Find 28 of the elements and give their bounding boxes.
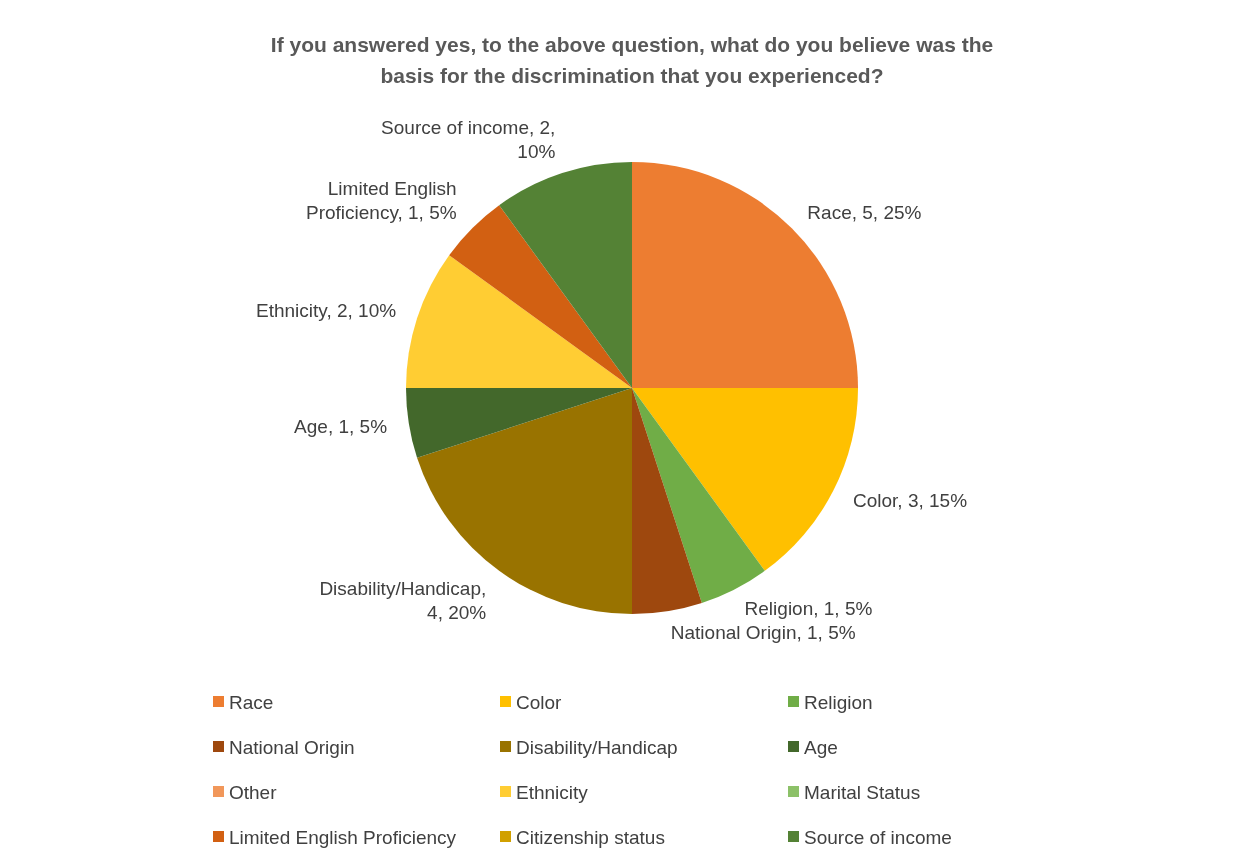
legend-label: Race: [229, 692, 274, 713]
chart-title: If you answered yes, to the above question, what do you believe was the basis for the discrimination that you experienced?: [270, 33, 994, 87]
pie-slice: [406, 255, 632, 388]
pie-slice: [632, 388, 702, 614]
legend-label: Ethnicity: [516, 782, 589, 803]
data-label: Limited English Proficiency, 1, 5%: [305, 177, 457, 223]
legend-label: National Origin: [229, 737, 355, 758]
legend-label: Limited English Proficiency: [229, 827, 457, 848]
pie-slice: [632, 388, 765, 603]
legend-label: Citizenship status: [516, 827, 665, 848]
pie-slice: [499, 162, 632, 388]
legend-label: Religion: [804, 692, 873, 713]
data-label: Race, 5, 25%: [807, 201, 922, 223]
legend-label: Marital Status: [804, 782, 921, 803]
data-label: Age, 1, 5%: [294, 415, 388, 437]
data-label: Source of income, 2, 10%: [381, 117, 556, 163]
pie-slice: [406, 388, 632, 458]
legend-label: Color: [516, 692, 563, 713]
data-label: Ethnicity, 2, 10%: [256, 300, 397, 322]
pie-slice: [632, 162, 858, 388]
legend-label: Other: [229, 782, 278, 803]
legend-label: Disability/Handicap: [516, 737, 678, 758]
data-label: National Origin, 1, 5%: [670, 621, 856, 643]
data-label: Color, 3, 15%: [852, 489, 968, 511]
data-label: Religion, 1, 5%: [744, 597, 873, 619]
legend-label: Age: [804, 737, 838, 758]
legend-label: Source of income: [804, 827, 952, 848]
data-label: Disability/Handicap, 4, 20%: [319, 577, 487, 623]
